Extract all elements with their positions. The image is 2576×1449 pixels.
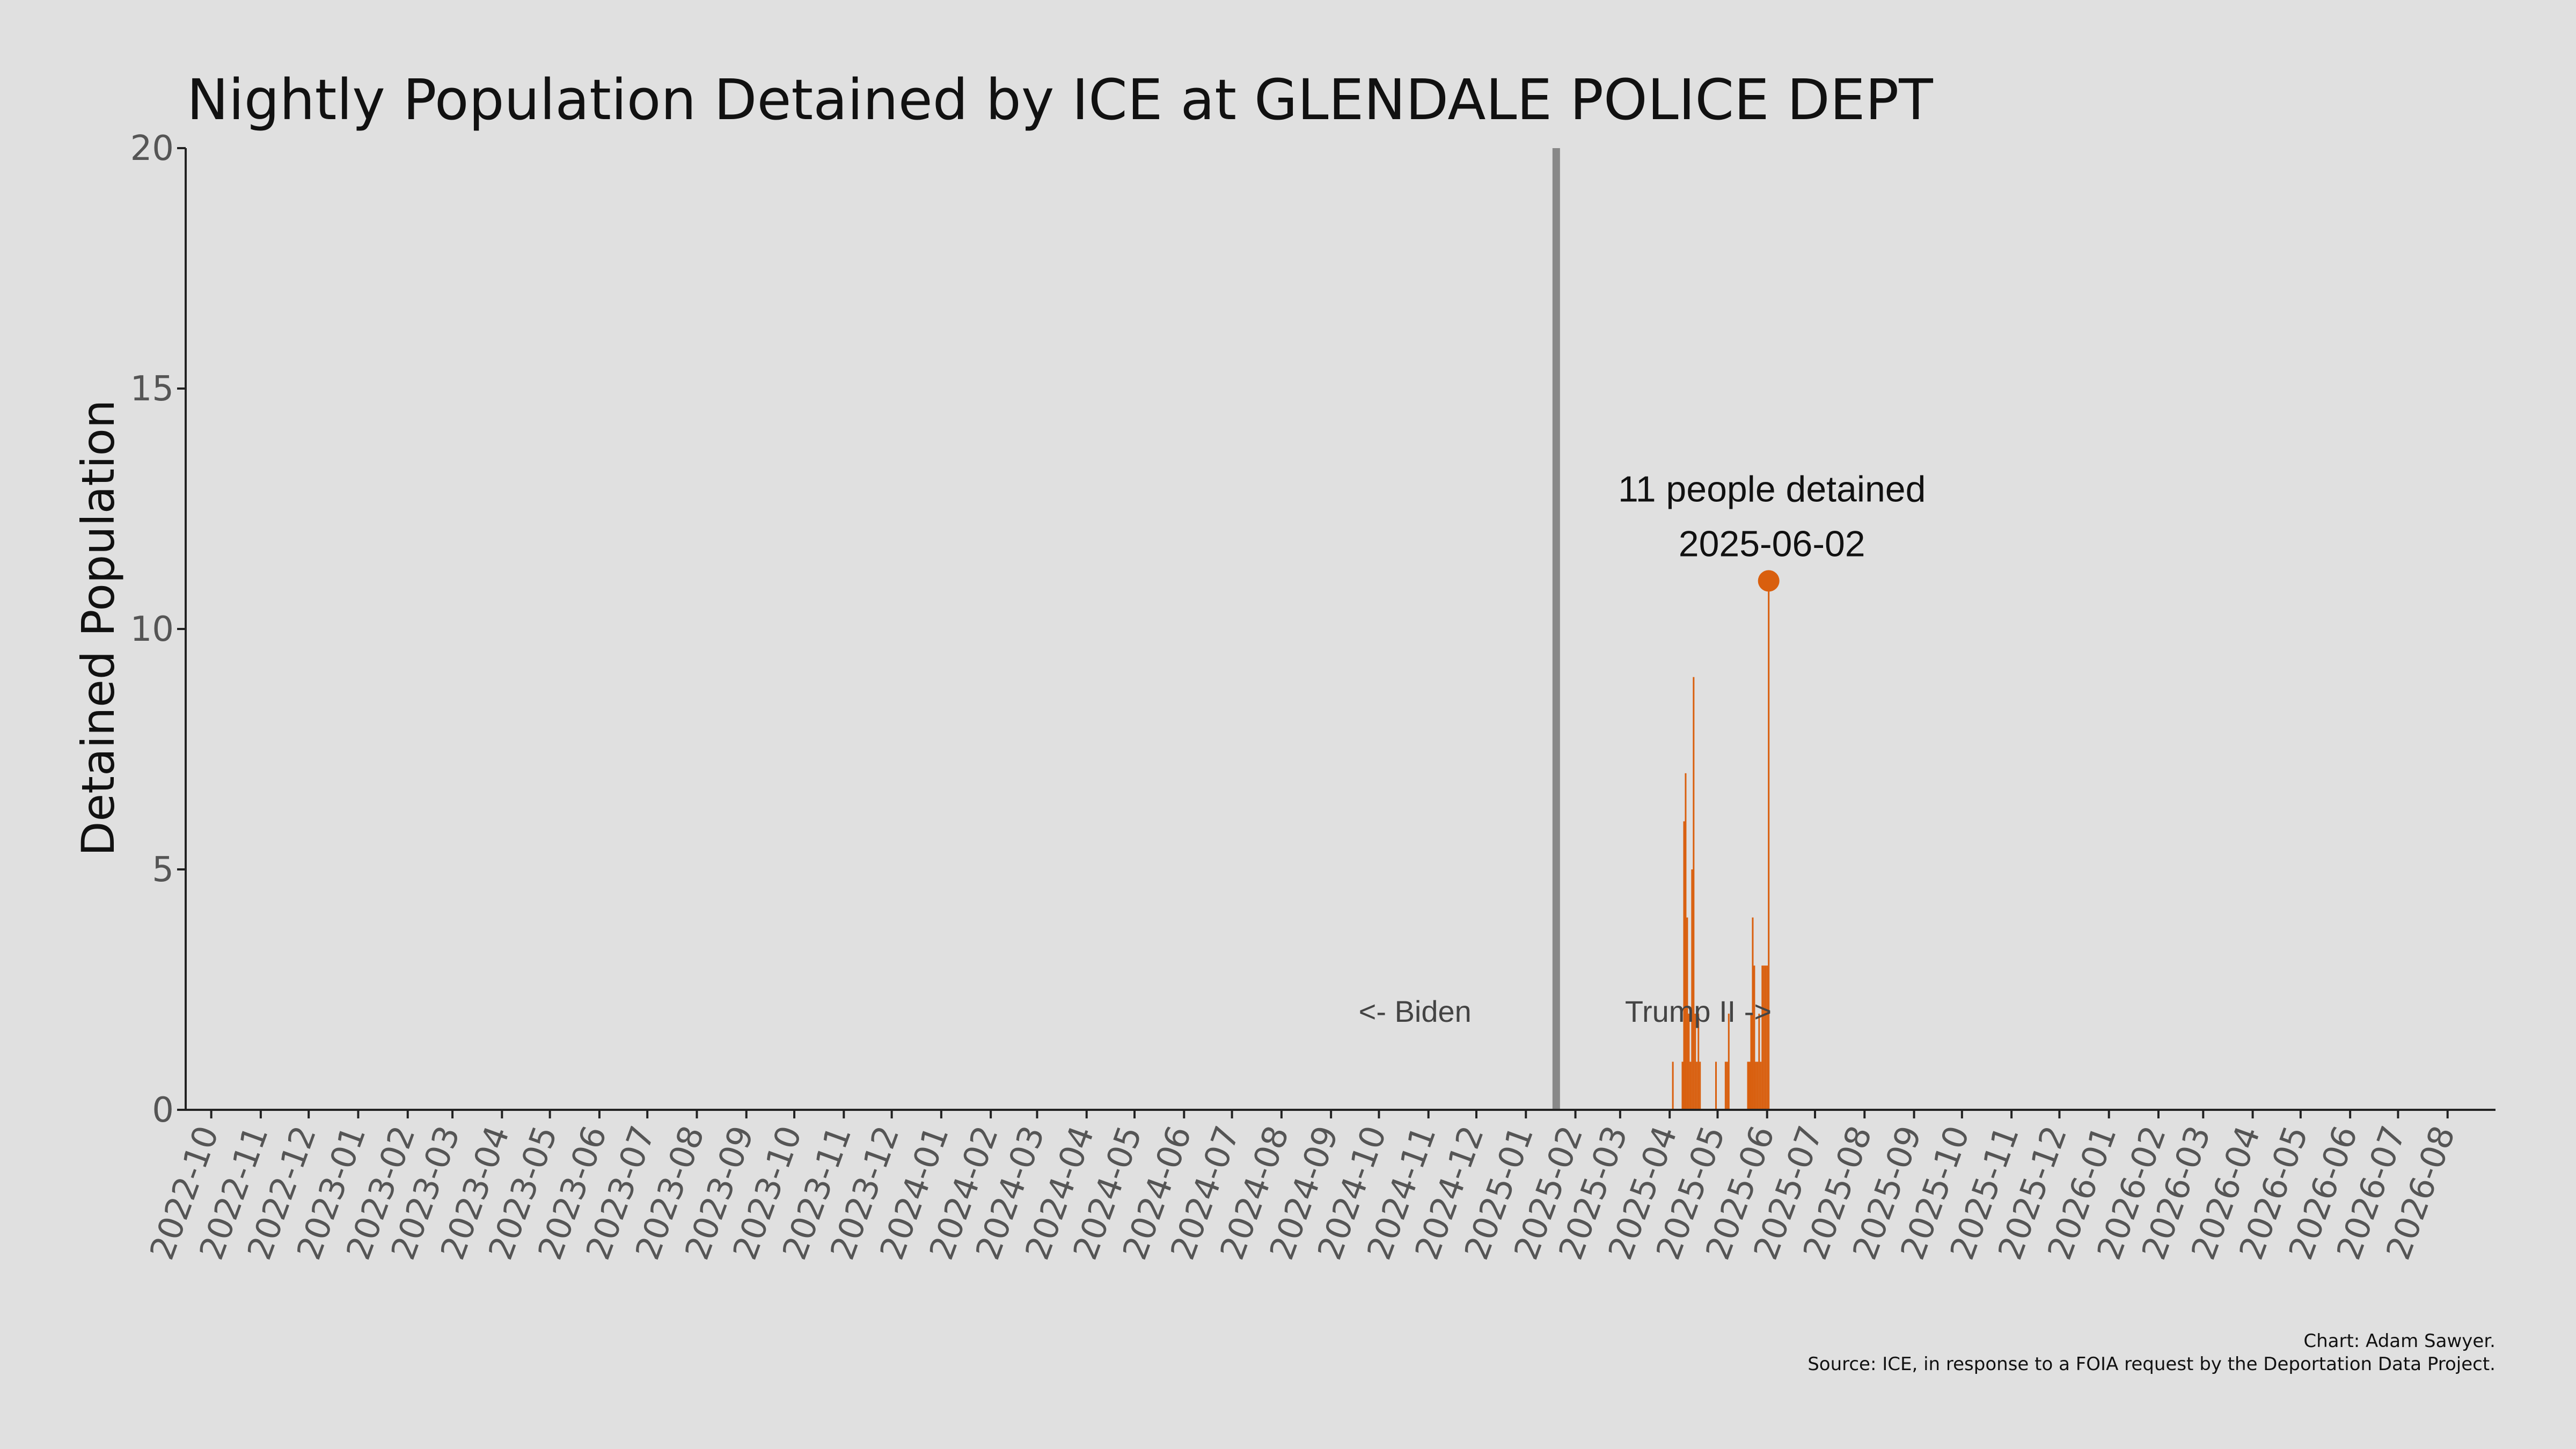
chart-source: Source: ICE, in response to a FOIA reque… [1807,1353,2496,1375]
bar [1765,965,1767,1110]
bar [1693,677,1695,1110]
bar [1760,1062,1762,1110]
bar [1689,1062,1692,1110]
bar [1686,917,1688,1110]
bar [1724,1062,1726,1110]
y-tick-label: 0 [152,1091,174,1130]
chart-title: Nightly Population Detained by ICE at GL… [187,67,1933,133]
era-label-trump: Trump II -> [1625,994,1772,1028]
bar [1752,917,1754,1110]
y-tick-label: 10 [130,610,174,649]
bar [1747,1062,1749,1110]
bar [1755,1062,1757,1110]
y-axis-label: Detained Population [72,400,125,856]
bar [1699,1062,1701,1110]
y-tick-label: 5 [152,850,174,890]
chart-credit: Chart: Adam Sawyer. [2303,1330,2496,1352]
era-label-biden: <- Biden [1359,994,1472,1028]
bar [1768,581,1770,1110]
bar [1683,821,1685,1110]
labels-layer: 051015202022-102022-112022-122023-012023… [130,129,2463,1265]
bar [1728,1013,1730,1110]
axes-layer [177,147,2496,1118]
bar [1694,1013,1696,1110]
y-tick-label: 20 [130,129,174,169]
bar [1750,1013,1752,1110]
bar [1696,1062,1698,1110]
bar [1748,1062,1751,1110]
y-tick-label: 15 [130,369,174,409]
peak-annotation-count: 11 people detained [1618,469,1926,509]
bar [1726,1062,1728,1110]
bar [1761,965,1763,1110]
bar [1753,965,1755,1110]
bar [1715,1062,1717,1110]
bar [1688,1013,1690,1110]
bar [1681,1062,1684,1110]
bar [1766,965,1768,1110]
bar [1672,1062,1674,1110]
bar [1763,965,1765,1110]
bar [1758,1013,1760,1110]
bars-layer [1672,581,1770,1110]
peak-annotation-date: 2025-06-02 [1679,523,1865,564]
peak-marker [1758,570,1780,592]
bar [1685,773,1687,1110]
bar [1691,869,1693,1110]
bar [1757,1062,1759,1110]
bar [1697,1013,1700,1110]
